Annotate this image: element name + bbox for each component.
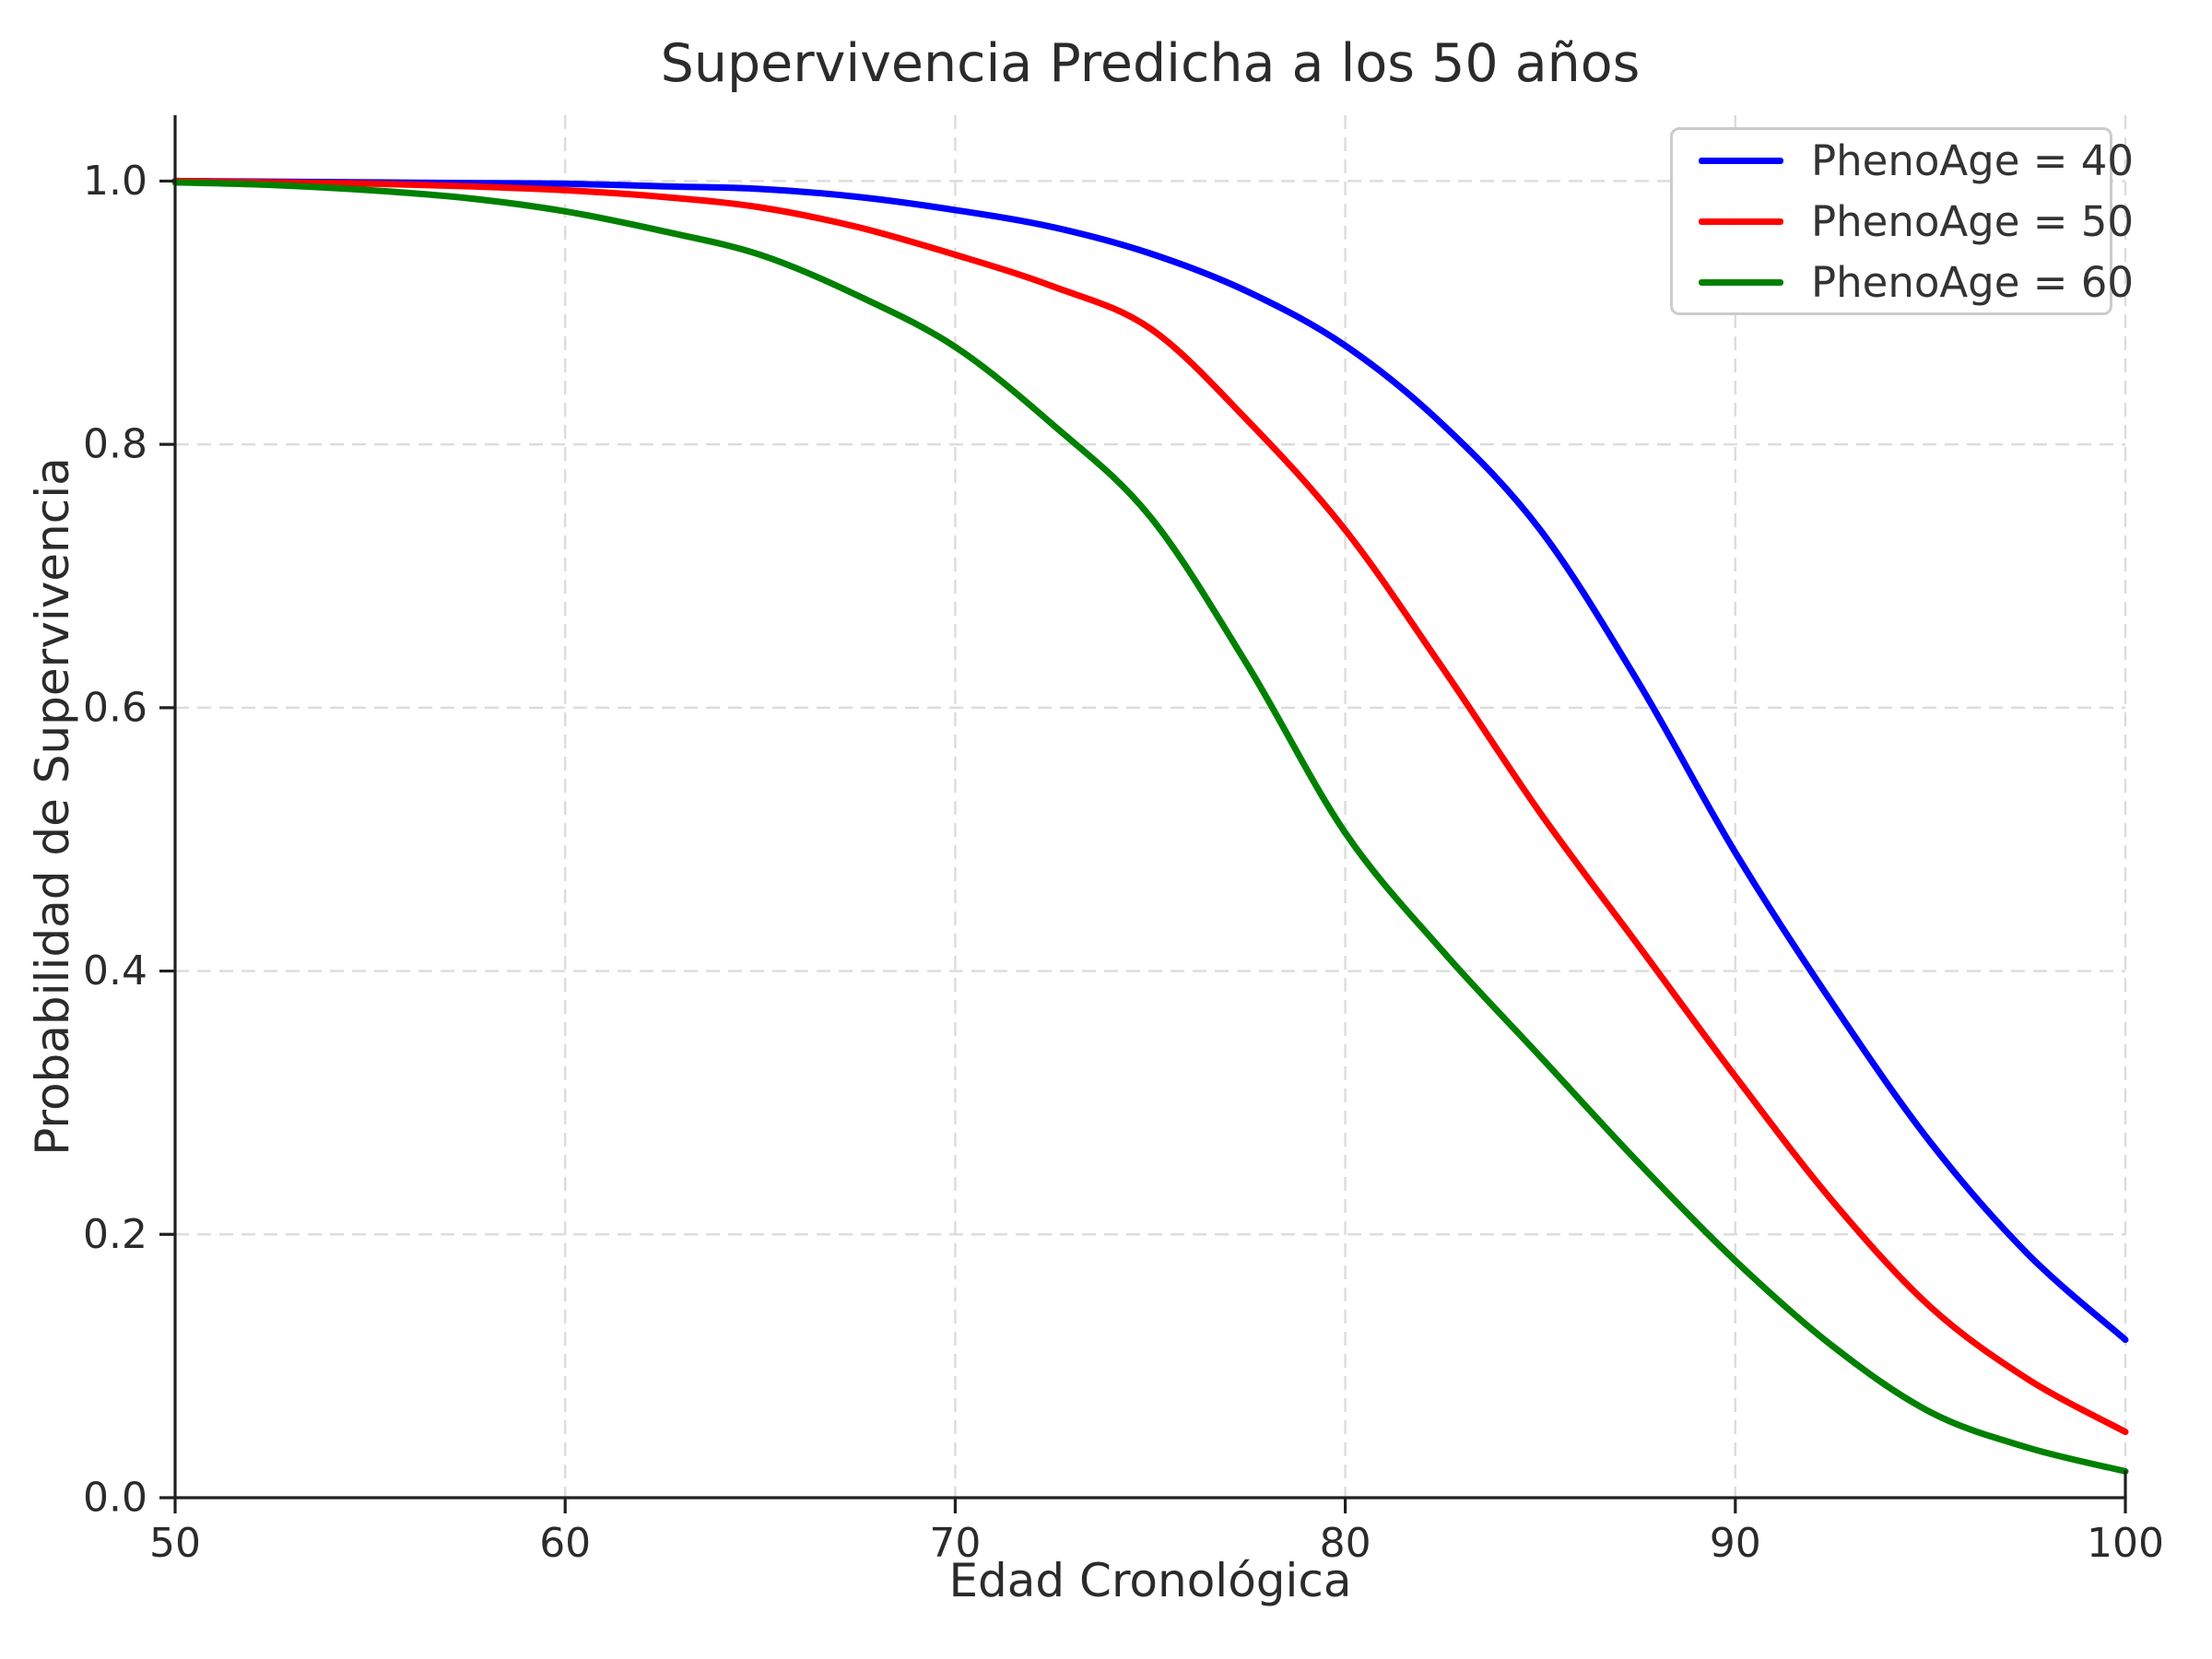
legend-label: PhenoAge = 40	[1811, 135, 2135, 185]
y-axis-label: Probabilidad de Supervivencia	[26, 457, 79, 1156]
x-axis-label: Edad Cronológica	[948, 1554, 1352, 1607]
x-tick-label: 50	[149, 1520, 201, 1567]
y-tick-label: 1.0	[83, 158, 147, 205]
x-tick-label: 80	[1320, 1520, 1371, 1567]
survival-curve	[171, 179, 2129, 1475]
legend-line-swatch-green	[1699, 278, 1783, 286]
legend-item: PhenoAge = 60	[1699, 252, 2134, 312]
x-tick-label: 70	[929, 1520, 981, 1567]
legend-line-swatch-blue	[1699, 157, 1783, 164]
chart-title: Supervivencia Predicha a los 50 años	[660, 33, 1641, 94]
y-tick-label: 0.6	[83, 684, 147, 731]
x-tick-label: 90	[1710, 1520, 1761, 1567]
y-tick-label: 0.0	[83, 1475, 147, 1522]
x-tick-label: 60	[539, 1520, 591, 1567]
legend-line-swatch-red	[1699, 218, 1783, 225]
y-tick-label: 0.2	[83, 1211, 147, 1258]
legend-item: PhenoAge = 40	[1699, 130, 2134, 191]
y-tick-label: 0.8	[83, 421, 147, 468]
legend-label: PhenoAge = 50	[1811, 196, 2135, 246]
legend: PhenoAge = 40 PhenoAge = 50 PhenoAge = 6…	[1670, 127, 2134, 315]
survival-curve	[171, 177, 2129, 1436]
survival-curve	[171, 177, 2129, 1344]
x-tick-label: 100	[2087, 1520, 2164, 1567]
y-tick-label: 0.4	[83, 947, 147, 994]
legend-label: PhenoAge = 60	[1811, 257, 2135, 307]
legend-item: PhenoAge = 50	[1699, 191, 2134, 252]
